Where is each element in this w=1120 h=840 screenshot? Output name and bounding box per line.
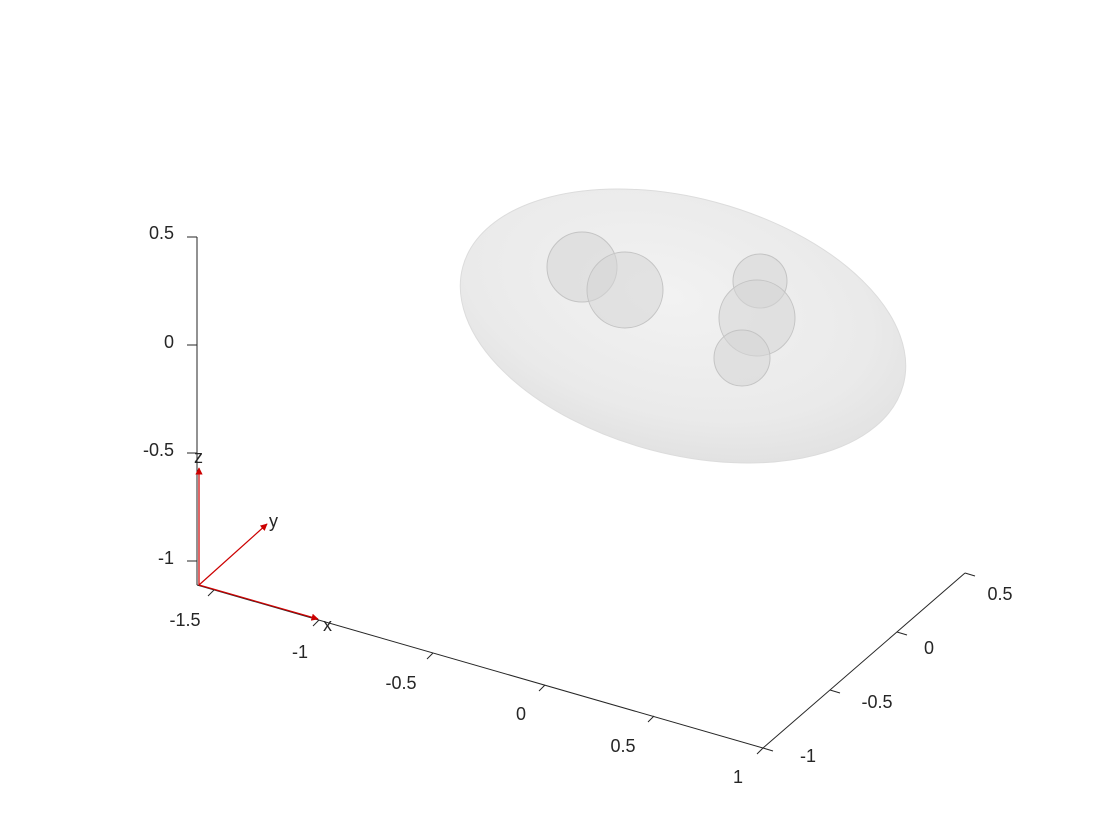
- inner-spheres: [546, 231, 796, 387]
- y-tick-label: -0.5: [861, 692, 892, 712]
- y-tick: [896, 631, 908, 636]
- x-tick-label: 1: [733, 767, 743, 787]
- x-tick: [207, 589, 215, 597]
- axes-triad: x y z: [194, 447, 332, 635]
- triad-z-label: z: [194, 447, 203, 467]
- x-tick-label: 0: [516, 704, 526, 724]
- y-axis: -1 -0.5 0 0.5: [762, 572, 1013, 766]
- x-tick-label: -1.5: [169, 610, 200, 630]
- x-tick: [756, 747, 764, 755]
- x-tick: [647, 715, 655, 723]
- ellipsoid: [459, 188, 907, 464]
- z-tick-label: -0.5: [143, 440, 174, 460]
- x-tick-label: -1: [292, 642, 308, 662]
- y-tick-label: -1: [800, 746, 816, 766]
- y-tick: [964, 572, 976, 577]
- y-axis-line: [762, 572, 966, 749]
- x-tick: [426, 652, 434, 660]
- y-tick: [762, 747, 774, 752]
- x-axis: -1.5 -1 -0.5 0 0.5 1: [169, 584, 764, 787]
- z-tick-label: -1: [158, 548, 174, 568]
- x-tick: [538, 684, 546, 692]
- y-tick: [829, 689, 841, 694]
- sphere: [586, 251, 664, 329]
- y-tick-label: 0: [924, 638, 934, 658]
- triad-x-arrow: [198, 584, 319, 621]
- triad-y-label: y: [269, 511, 278, 531]
- sphere: [713, 329, 771, 387]
- triad-y-arrow: [198, 523, 268, 586]
- y-tick-label: 0.5: [987, 584, 1012, 604]
- x-axis-line: [196, 584, 764, 749]
- x-tick-label: -0.5: [385, 673, 416, 693]
- z-tick-label: 0.5: [149, 223, 174, 243]
- x-tick-label: 0.5: [610, 736, 635, 756]
- x-tick: [312, 619, 320, 627]
- z-axis: 0.5 0 -0.5 -1: [143, 223, 198, 585]
- ellipsoid-body: [459, 188, 907, 464]
- triad-x-label: x: [323, 615, 332, 635]
- z-tick-label: 0: [164, 332, 174, 352]
